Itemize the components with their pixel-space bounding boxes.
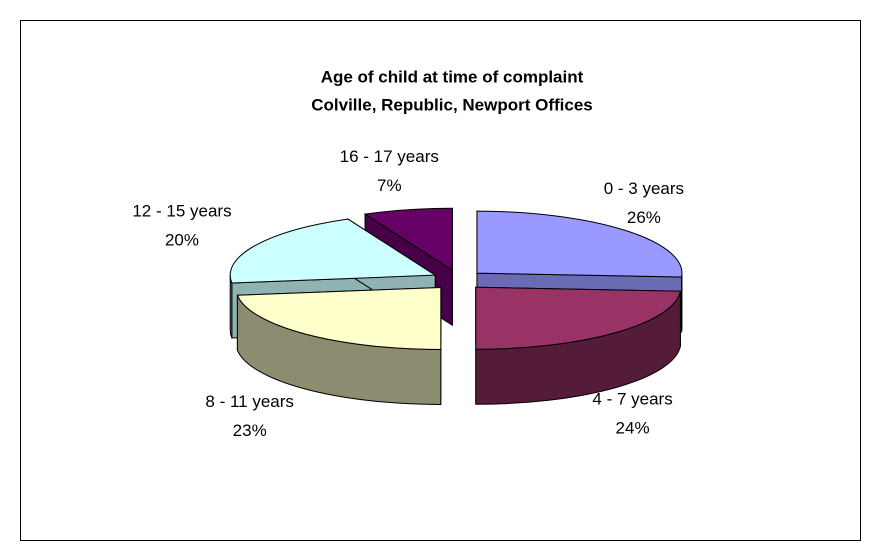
data-label-value: 7%	[377, 176, 402, 195]
data-label-category: 12 - 15 years	[132, 201, 231, 220]
slice-top	[236, 286, 442, 351]
data-label-value: 24%	[616, 419, 650, 438]
chart-subtitle: Colville, Republic, Newport Offices	[311, 95, 593, 114]
data-label-category: 16 - 17 years	[340, 147, 439, 166]
data-label-value: 20%	[165, 230, 199, 249]
data-label-category: 8 - 11 years	[205, 392, 294, 411]
data-label-category: 4 - 7 years	[592, 390, 672, 409]
slice-top	[475, 286, 682, 350]
slice-top	[363, 207, 453, 272]
slice	[475, 286, 682, 405]
chart-title: Age of child at time of complaint	[321, 67, 584, 86]
slice-top	[476, 210, 683, 278]
data-label-value: 26%	[627, 208, 661, 227]
slice-side	[229, 275, 233, 339]
slice-top	[229, 218, 437, 284]
slice	[236, 286, 442, 406]
data-label-value: 23%	[233, 421, 267, 440]
data-label-category: 0 - 3 years	[604, 179, 684, 198]
